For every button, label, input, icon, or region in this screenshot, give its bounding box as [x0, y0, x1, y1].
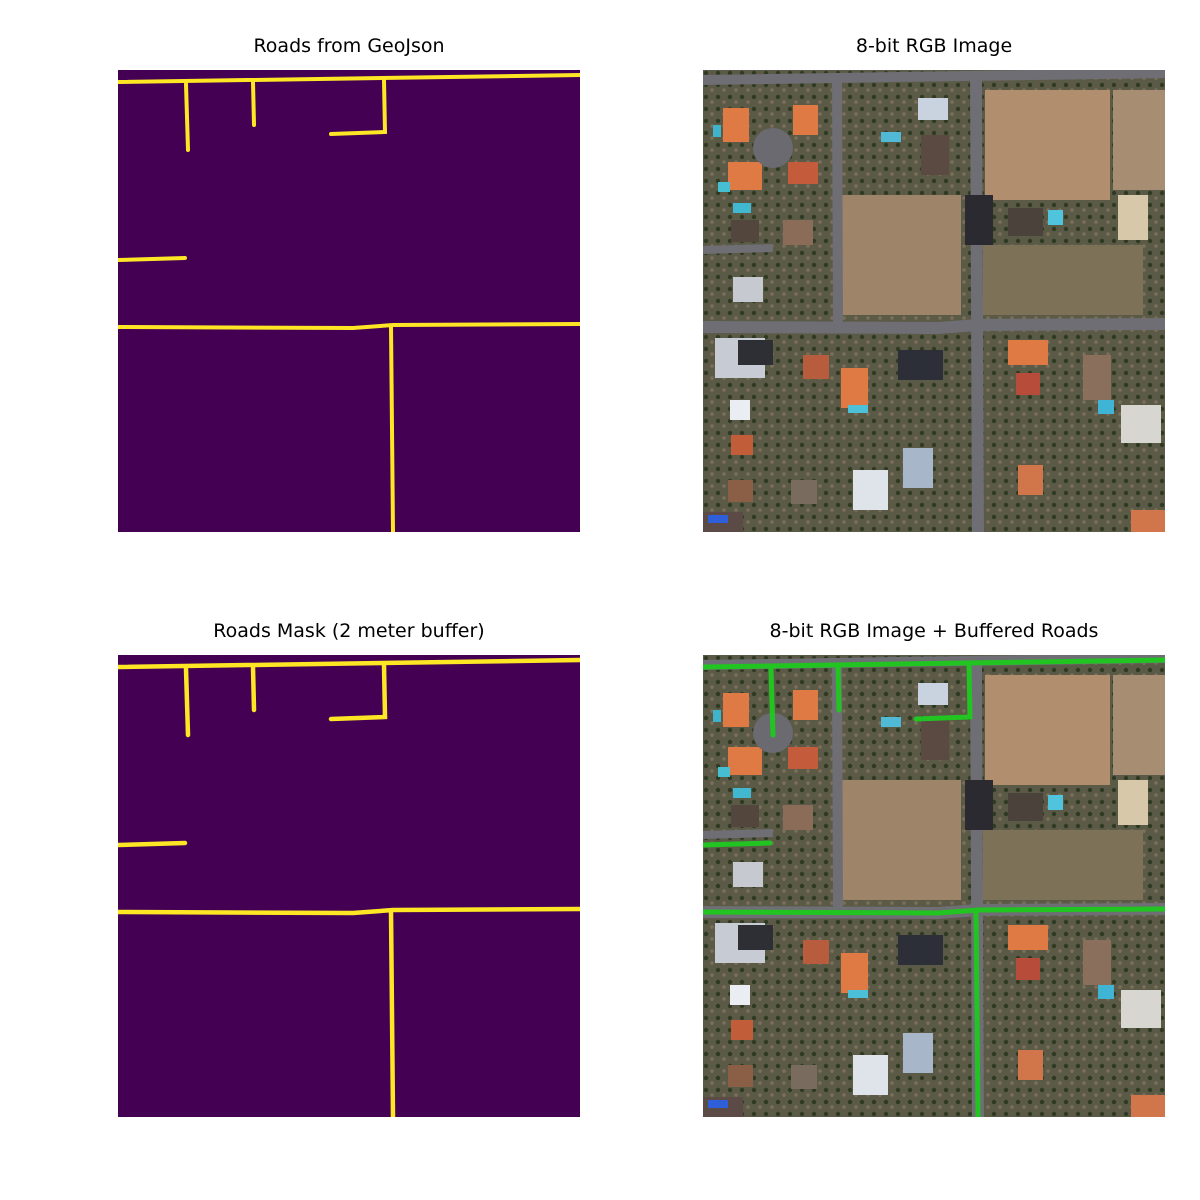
- overlay-spur-2: [835, 664, 842, 713]
- road-lines: [118, 73, 580, 532]
- road-left-stub: [118, 840, 188, 848]
- mask-background: [118, 70, 580, 532]
- roads-mask-image: [118, 655, 580, 1117]
- overlay-road-top: [703, 657, 1165, 670]
- overlay-spur-1: [768, 666, 776, 738]
- road-vertical: [388, 908, 396, 1117]
- title-roads-mask: Roads Mask (2 meter buffer): [213, 620, 485, 642]
- road-top: [118, 657, 580, 670]
- overlay-road-middle: [703, 906, 1165, 916]
- roads-mask-panel: [118, 655, 580, 1117]
- rgb-buffered-roads-panel: [703, 655, 1165, 1117]
- road-spur-2: [251, 80, 256, 127]
- title-rgb-buffered-roads: 8-bit RGB Image + Buffered Roads: [769, 620, 1099, 642]
- road-mask-lines: [118, 657, 580, 1117]
- road-middle: [118, 322, 580, 331]
- rgb-image-panel: [703, 70, 1165, 532]
- road-left-stub: [118, 256, 187, 262]
- roads-geojson-image: [118, 70, 580, 532]
- roads-geojson-panel: [118, 70, 580, 532]
- road-spur-1: [183, 666, 191, 738]
- road-middle: [118, 906, 580, 916]
- rgb-scene: [703, 70, 1165, 532]
- rgb-image: [703, 70, 1165, 532]
- mask-background: [118, 655, 580, 1117]
- title-roads-geojson: Roads from GeoJson: [253, 35, 445, 57]
- rgb-buffered-roads-image: [703, 655, 1165, 1117]
- road-spur-2: [250, 664, 257, 713]
- title-rgb-image: 8-bit RGB Image: [855, 35, 1013, 57]
- road-spur-1: [184, 82, 190, 152]
- road-spur-3: [328, 662, 388, 722]
- overlay-road-vertical: [973, 908, 981, 1117]
- road-top: [118, 73, 580, 84]
- overlay-spur-3: [913, 662, 973, 722]
- road-vertical: [389, 324, 395, 532]
- road-spur-3: [329, 78, 388, 136]
- overlay-left-stub: [703, 840, 773, 848]
- buffered-road-overlay: [703, 657, 1165, 1117]
